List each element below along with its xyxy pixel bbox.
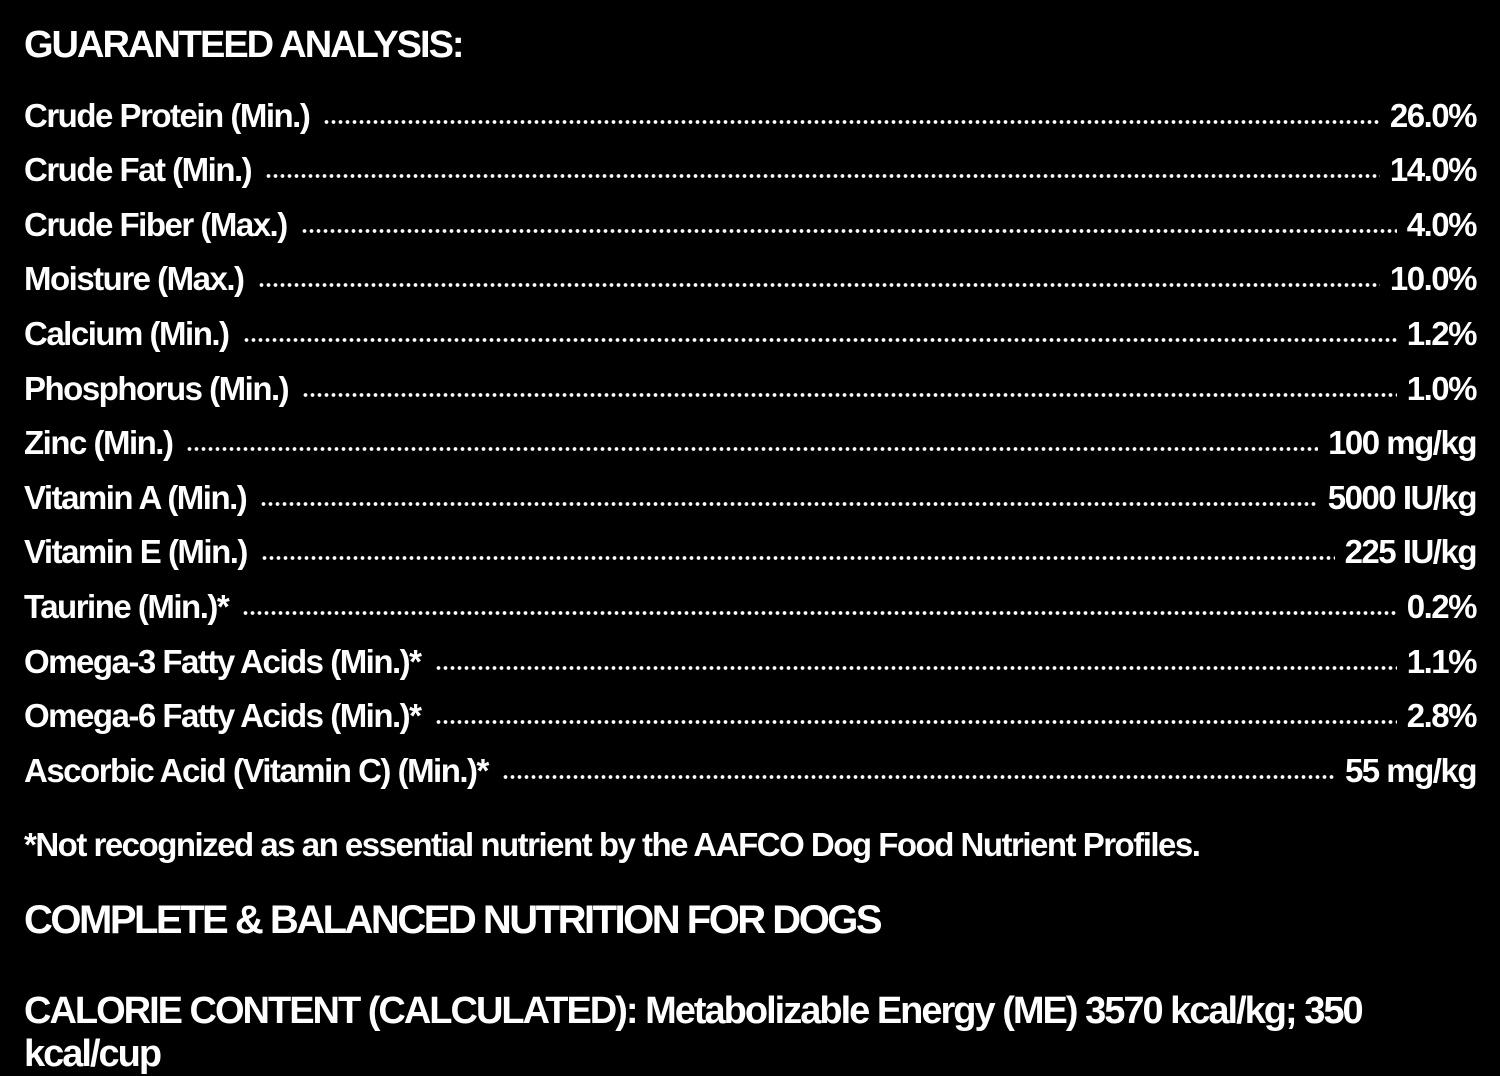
analysis-row: Taurine (Min.)* 0.2% — [24, 571, 1478, 626]
statement: COMPLETE & BALANCED NUTRITION FOR DOGS — [24, 898, 883, 942]
nutrient-label: Omega-6 Fatty Acids (Min.)* — [24, 697, 422, 735]
dot-leader — [302, 390, 1397, 399]
dot-leader — [434, 663, 1397, 672]
nutrient-label: Crude Protein (Min.) — [24, 96, 311, 134]
analysis-row: Crude Protein (Min.) 26.0% — [24, 80, 1478, 135]
analysis-row: Crude Fiber (Max.) 4.0% — [24, 189, 1478, 244]
nutrient-value: 1.2% — [1406, 314, 1478, 352]
nutrient-value: 225 IU/kg — [1344, 533, 1478, 571]
nutrient-label: Vitamin E (Min.) — [24, 533, 248, 571]
nutrient-label: Moisture (Max.) — [24, 260, 245, 298]
dot-leader — [323, 117, 1380, 126]
dot-leader — [265, 172, 1380, 181]
analysis-row: Ascorbic Acid (Vitamin C) (Min.)* 55 mg/k… — [24, 735, 1478, 790]
title: GUARANTEED ANALYSIS: — [24, 24, 465, 66]
dot-leader — [257, 281, 1380, 290]
dot-leader — [501, 772, 1335, 781]
nutrient-value: 10.0% — [1389, 260, 1478, 298]
nutrient-value: 55 mg/kg — [1344, 751, 1478, 789]
dot-leader — [300, 226, 1397, 235]
nutrient-value: 1.1% — [1406, 642, 1478, 680]
analysis-row: Calcium (Min.) 1.2% — [24, 298, 1478, 353]
nutrient-label: Crude Fiber (Max.) — [24, 205, 288, 243]
analysis-row: Phosphorus (Min.) 1.0% — [24, 353, 1478, 408]
dot-leader — [242, 335, 1397, 344]
dot-leader — [434, 718, 1397, 727]
analysis-row: Omega-3 Fatty Acids (Min.)* 1.1% — [24, 626, 1478, 681]
nutrient-value: 14.0% — [1389, 151, 1478, 189]
analysis-row: Vitamin E (Min.) 225 IU/kg — [24, 517, 1478, 572]
nutrient-value: 0.2% — [1406, 587, 1478, 625]
calorie-content: CALORIE CONTENT (CALCULATED): Metaboliza… — [24, 990, 1364, 1075]
nutrient-label: Taurine (Min.)* — [24, 587, 230, 625]
nutrient-value: 4.0% — [1406, 205, 1478, 243]
analysis-row: Omega-6 Fatty Acids (Min.)* 2.8% — [24, 681, 1478, 736]
nutrient-label: Calcium (Min.) — [24, 314, 230, 352]
analysis-row: Zinc (Min.) 100 mg/kg — [24, 408, 1477, 463]
nutrient-value: 1.0% — [1406, 369, 1478, 407]
nutrient-label: Crude Fat (Min.) — [24, 151, 253, 189]
dot-leader — [242, 608, 1397, 617]
analysis-list: Crude Protein (Min.) 26.0% Crude Fat (Min.… — [24, 80, 1478, 790]
analysis-row: Moisture (Max.) 10.0% — [24, 244, 1478, 299]
nutrient-label: Phosphorus (Min.) — [24, 369, 290, 407]
dot-leader — [186, 445, 1319, 454]
nutrient-label: Omega-3 Fatty Acids (Min.)* — [24, 642, 422, 680]
analysis-row: Vitamin A (Min.) 5000 IU/kg — [24, 462, 1478, 517]
nutrient-value: 5000 IU/kg — [1327, 478, 1478, 516]
nutrient-label: Ascorbic Acid (Vitamin C) (Min.)* — [24, 751, 489, 789]
nutrient-label: Vitamin A (Min.) — [24, 478, 248, 516]
nutrient-value: 2.8% — [1406, 697, 1478, 735]
nutrient-label: Zinc (Min.) — [24, 424, 174, 462]
nutrient-value: 26.0% — [1389, 96, 1478, 134]
footnote: *Not recognized as an essential nutrient… — [24, 826, 1201, 863]
dot-leader — [260, 499, 1318, 508]
nutrient-value: 100 mg/kg — [1328, 424, 1477, 462]
analysis-row: Crude Fat (Min.) 14.0% — [24, 135, 1478, 190]
dot-leader — [260, 554, 1335, 563]
